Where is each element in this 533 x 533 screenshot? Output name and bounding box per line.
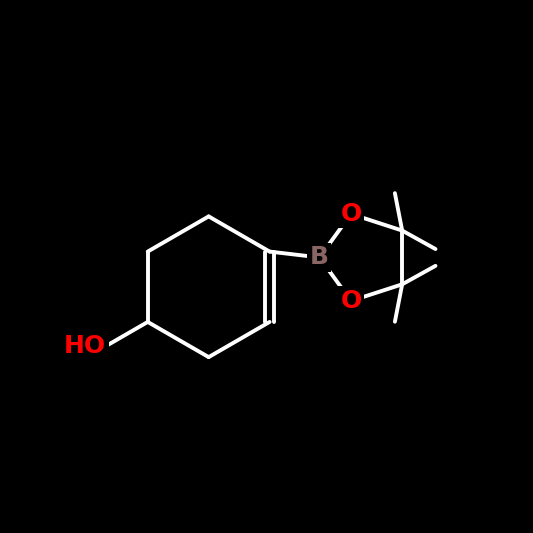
Text: HO: HO [64,334,106,358]
Text: O: O [341,202,362,226]
Text: B: B [310,245,329,270]
Text: O: O [341,289,362,313]
